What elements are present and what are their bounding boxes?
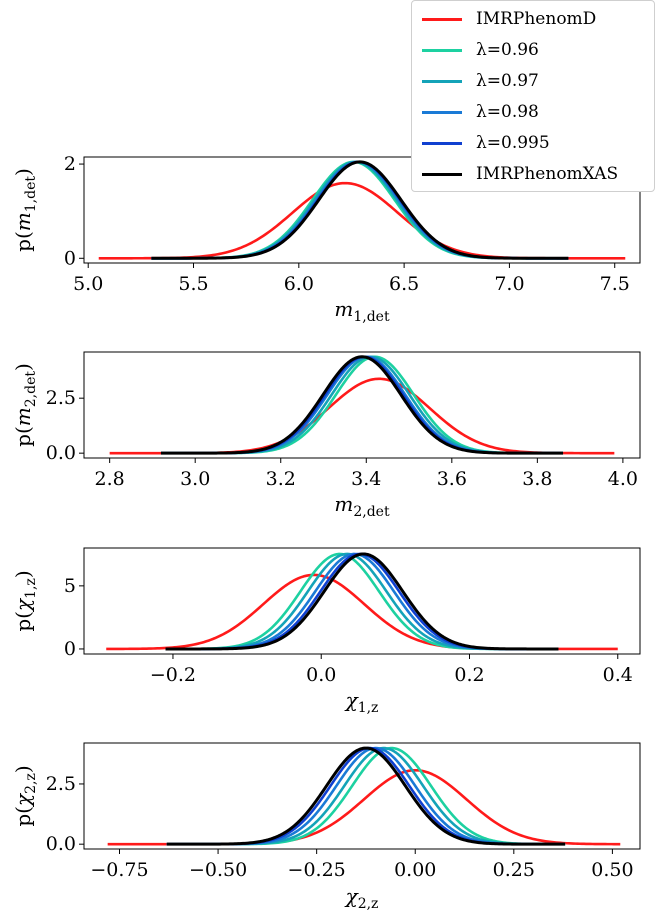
legend-entry: λ=0.97 <box>422 69 539 93</box>
chart-panel: −0.75 −0.50 −0.25 0.00 0.25 0.50 0.0 2.5 χ2,z p(χ… <box>11 742 641 912</box>
legend-label: λ=0.96 <box>476 40 539 60</box>
chart-panel: −0.2 0.0 0.2 0.4 0 5 χ1,z p(χ1,z) <box>11 547 641 716</box>
y-tick-label: 0.0 <box>46 833 76 855</box>
x-tick-label: 5.0 <box>73 273 103 295</box>
x-tick-label: −0.2 <box>150 664 196 686</box>
x-tick-label: 2.8 <box>95 468 125 490</box>
x-tick-label: 3.0 <box>180 468 210 490</box>
x-tick-label: 3.4 <box>351 468 381 490</box>
x-tick-label: 0.00 <box>394 859 436 881</box>
axes-frame <box>83 742 641 850</box>
chart-panel: 5.0 5.5 6.0 6.5 7.0 7.5 0 2 m1,det p(m1,det) <box>11 153 641 325</box>
x-tick-label: 0.50 <box>591 859 633 881</box>
legend-entry: λ=0.98 <box>422 100 539 124</box>
y-tick-label: 2.5 <box>46 387 76 409</box>
series-line <box>160 355 564 455</box>
axes-frame <box>83 351 641 459</box>
legend-label: λ=0.97 <box>476 71 539 91</box>
axes-frame <box>83 547 641 655</box>
legend-swatch <box>422 17 462 21</box>
x-tick-label: 6.0 <box>284 273 314 295</box>
series-line <box>151 160 569 260</box>
legend-entry: IMRPhenomXAS <box>422 162 618 186</box>
y-tick-label: 0.0 <box>46 442 76 464</box>
x-tick-label: 7.5 <box>600 273 630 295</box>
legend-swatch <box>422 79 462 83</box>
x-tick-label: −0.25 <box>288 859 346 881</box>
chart-panel: 2.8 3.0 3.2 3.4 3.6 3.8 4.0 0.0 2.5 m2,det p(m2,de… <box>11 351 641 520</box>
y-tick-label: 2.5 <box>46 773 76 795</box>
y-axis-label: p(m1,det) <box>11 168 39 252</box>
series-line <box>106 573 618 651</box>
legend-swatch <box>422 48 462 52</box>
y-tick-label: 0 <box>64 247 76 269</box>
x-tick-label: 7.0 <box>494 273 524 295</box>
legend-label: λ=0.98 <box>476 102 539 122</box>
legend-swatch <box>422 172 462 176</box>
x-tick-label: 0.2 <box>454 664 484 686</box>
x-tick-label: 0.25 <box>493 859 535 881</box>
series-line <box>160 355 564 455</box>
series-line <box>160 355 564 455</box>
x-tick-label: −0.50 <box>189 859 247 881</box>
legend-entry: λ=0.995 <box>422 131 550 155</box>
x-axis-label: m2,det <box>334 492 390 520</box>
legend-label: IMRPhenomD <box>476 9 597 29</box>
x-tick-label: 3.6 <box>437 468 467 490</box>
y-axis-label: p(χ1,z) <box>11 570 39 631</box>
series-line <box>166 746 566 846</box>
y-tick-label: 0 <box>64 638 76 660</box>
legend-entry: λ=0.96 <box>422 38 539 62</box>
x-axis-label: χ2,z <box>344 884 379 912</box>
x-tick-label: 3.2 <box>266 468 296 490</box>
series-line <box>160 355 564 455</box>
series-line <box>160 355 564 455</box>
axes-frame <box>83 156 641 264</box>
x-tick-label: 0.4 <box>603 664 633 686</box>
x-tick-label: 4.0 <box>608 468 638 490</box>
legend: IMRPhenomD λ=0.96 λ=0.97 λ=0.98 λ=0.995 … <box>411 0 655 192</box>
legend-swatch <box>422 141 462 145</box>
x-tick-label: 0.0 <box>306 664 336 686</box>
x-tick-label: 6.5 <box>389 273 419 295</box>
series-line <box>165 552 559 651</box>
x-tick-label: 3.8 <box>522 468 552 490</box>
legend-entry: IMRPhenomD <box>422 7 596 31</box>
series-line <box>109 377 615 455</box>
legend-swatch <box>422 110 462 114</box>
y-tick-label: 5 <box>64 575 76 597</box>
legend-label: λ=0.995 <box>476 133 550 153</box>
legend-label: IMRPhenomXAS <box>476 164 619 184</box>
y-axis-label: p(χ2,z) <box>11 765 39 826</box>
x-tick-label: 5.5 <box>178 273 208 295</box>
series-line <box>107 768 621 846</box>
x-axis-label: m1,det <box>334 297 390 325</box>
x-axis-label: χ1,z <box>344 688 379 716</box>
y-tick-label: 2 <box>64 153 76 175</box>
x-tick-label: −0.75 <box>90 859 148 881</box>
y-axis-label: p(m2,det) <box>11 363 39 447</box>
series-line <box>98 181 626 260</box>
